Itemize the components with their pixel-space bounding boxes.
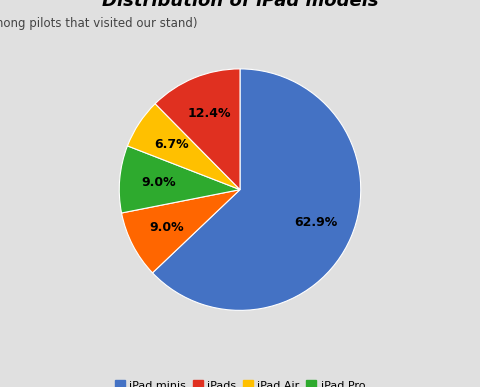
Wedge shape — [128, 104, 240, 190]
Text: 6.7%: 6.7% — [154, 138, 189, 151]
Text: 62.9%: 62.9% — [294, 216, 337, 228]
Text: (among pilots that visited our stand): (among pilots that visited our stand) — [0, 17, 198, 30]
Wedge shape — [121, 190, 240, 273]
Text: 9.0%: 9.0% — [150, 221, 184, 234]
Text: 9.0%: 9.0% — [141, 176, 176, 189]
Wedge shape — [153, 69, 361, 310]
Wedge shape — [119, 146, 240, 213]
Title: Distribution of iPad models: Distribution of iPad models — [102, 0, 378, 10]
Wedge shape — [155, 69, 240, 190]
Text: 12.4%: 12.4% — [187, 107, 230, 120]
